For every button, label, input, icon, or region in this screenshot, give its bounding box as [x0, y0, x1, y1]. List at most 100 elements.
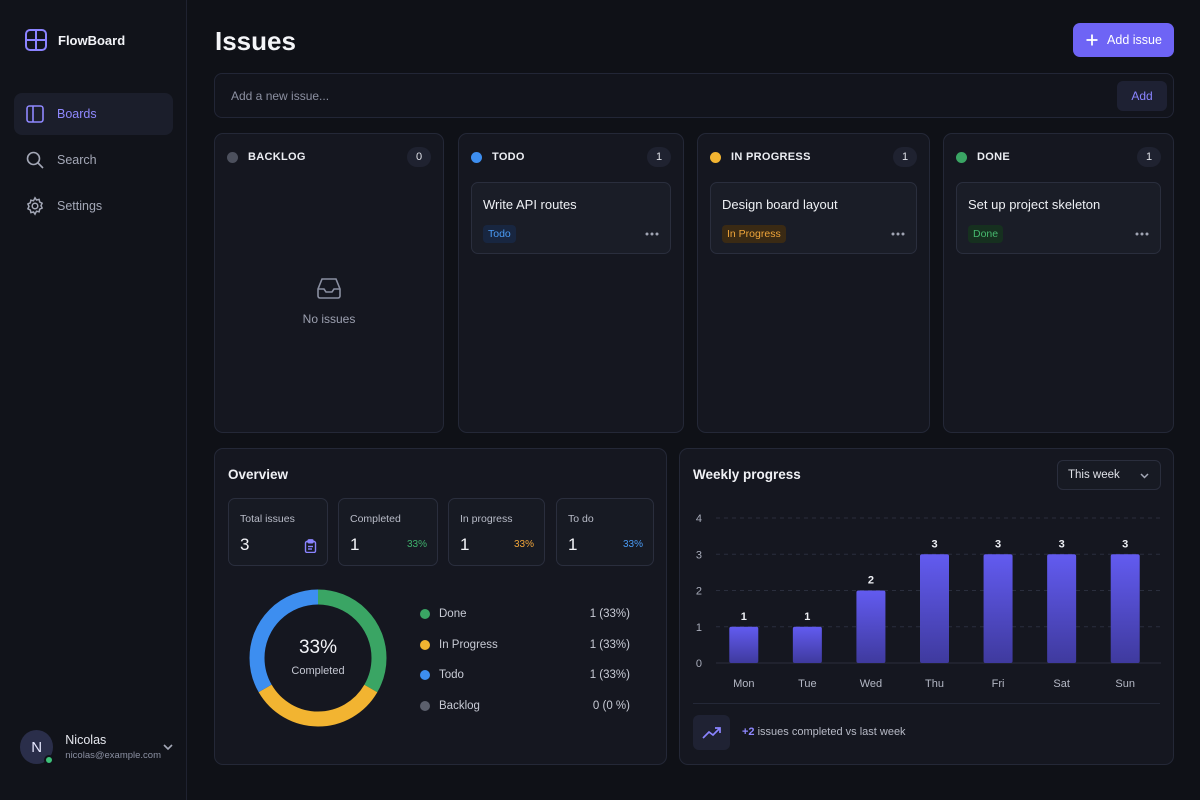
legend-item: Done 1 (33%) [420, 599, 630, 630]
legend-value: 1 (33%) [589, 638, 630, 651]
sidebar-nav: Boards Search Settings [14, 93, 173, 231]
legend-value: 0 (0 %) [592, 699, 630, 712]
legend-dot [420, 639, 430, 650]
bar-value-label: 3 [1122, 538, 1128, 550]
range-select[interactable]: This week [1057, 460, 1161, 490]
bar-fri[interactable] [983, 554, 1013, 663]
bar-thu[interactable] [920, 554, 949, 663]
weekly-progress-panel: Weekly progress This week 0 1 2 3 4 1 Mon 1 Tue… [679, 448, 1174, 765]
stat-value: 1 [350, 535, 360, 554]
issue-card[interactable]: Design board layout In Progress [710, 182, 917, 254]
y-tick-label: 3 [696, 549, 702, 561]
sidebar-item-boards[interactable]: Boards [14, 93, 173, 135]
sidebar-item-settings[interactable]: Settings [14, 185, 173, 227]
app-name: FlowBoard [58, 32, 126, 48]
bar-value-label: 1 [804, 611, 810, 623]
issue-title: Design board layout [722, 197, 838, 212]
stat-percent: 33% [406, 539, 427, 550]
avatar: N [20, 730, 55, 765]
column-header: BACKLOG 0 [227, 147, 431, 167]
bar-wed[interactable] [856, 590, 886, 664]
issue-card[interactable]: Set up project skeleton Done [956, 182, 1161, 254]
add-issue-label: Add issue [1107, 33, 1162, 47]
sidebar-item-label: Boards [57, 107, 97, 121]
legend-name: In Progress [439, 638, 498, 651]
user-email: nicolas@example.com [65, 750, 161, 761]
bar-sat[interactable] [1047, 554, 1077, 663]
bar-value-label: 1 [741, 611, 747, 623]
y-tick-label: 4 [696, 513, 702, 525]
column-header: TODO 1 [471, 147, 671, 167]
donut-segment-todo [249, 589, 387, 727]
sidebar-item-search[interactable]: Search [14, 139, 173, 181]
chevron-down-icon [1139, 470, 1150, 481]
sidebar-item-label: Settings [57, 199, 103, 213]
issue-title: Write API routes [483, 197, 577, 212]
status-badge: Todo [483, 225, 516, 243]
more-horizontal-icon[interactable] [1134, 227, 1150, 241]
x-tick-label: Sun [1115, 678, 1135, 690]
issue-card[interactable]: Write API routes Todo [471, 182, 671, 254]
brand[interactable]: FlowBoard [24, 28, 125, 52]
chevron-down-icon[interactable] [161, 740, 175, 754]
stat-total-issues: Total issues 3 [228, 498, 328, 566]
column-title: TODO [492, 151, 525, 163]
trend-up-icon [693, 715, 730, 750]
more-horizontal-icon[interactable] [890, 227, 906, 241]
add-button[interactable]: Add [1117, 80, 1167, 111]
plus-icon [1085, 33, 1099, 47]
empty-state: No issues [215, 276, 443, 326]
legend-dot [420, 700, 430, 711]
x-tick-label: Tue [798, 678, 817, 690]
x-tick-label: Thu [925, 678, 944, 690]
column-header: IN PROGRESS 1 [710, 147, 917, 167]
column-count: 1 [1137, 147, 1161, 167]
search-icon [25, 150, 45, 170]
column-todo: TODO 1 Write API routes Todo [458, 133, 684, 433]
legend-dot [420, 670, 430, 681]
sidebar: FlowBoard Boards Search [0, 0, 187, 800]
boards-icon [25, 104, 45, 124]
stat-label: In progress [460, 513, 513, 525]
new-issue-input[interactable] [231, 88, 1031, 103]
donut-percent: 33% [298, 637, 338, 658]
column-status-dot [710, 151, 721, 163]
legend-dot [420, 609, 430, 620]
bar-tue[interactable] [792, 626, 822, 663]
column-in-progress: IN PROGRESS 1 Design board layout In Pro… [697, 133, 930, 433]
weekly-summary-text: issues completed vs last week [757, 726, 906, 738]
stat-label: Completed [350, 513, 401, 525]
weekly-bar-chart: 0 1 2 3 4 1 Mon 1 Tue 2 Wed 3 Thu 3 Fri 3 Sat 3 Sun [696, 513, 1161, 690]
bar-sun[interactable] [1110, 554, 1140, 663]
divider [693, 703, 1160, 704]
more-horizontal-icon[interactable] [644, 227, 660, 241]
status-badge: Done [968, 225, 1004, 243]
y-tick-label: 1 [696, 622, 702, 634]
column-backlog: BACKLOG 0 No issues [214, 133, 444, 433]
sidebar-item-label: Search [57, 153, 97, 167]
bar-mon[interactable] [729, 626, 759, 663]
column-done: DONE 1 Set up project skeleton Done [943, 133, 1174, 433]
new-issue-bar: Add [214, 73, 1174, 118]
x-tick-label: Mon [733, 678, 754, 690]
x-tick-label: Fri [992, 678, 1005, 690]
legend-item: Backlog 0 (0 %) [420, 691, 630, 722]
flowboard-logo-icon [24, 28, 48, 52]
user-menu[interactable]: N Nicolas nicolas@example.com [20, 730, 175, 765]
add-issue-button[interactable]: Add issue [1073, 23, 1174, 57]
legend-item: In Progress 1 (33%) [420, 630, 630, 661]
column-title: DONE [977, 151, 1010, 163]
stat-value: 3 [240, 535, 250, 554]
x-tick-label: Sat [1053, 678, 1070, 690]
stat-label: Total issues [240, 513, 295, 525]
column-count: 1 [893, 147, 917, 167]
trending-up-icon [701, 726, 722, 740]
stat-to-do: To do 1 33% [556, 498, 654, 566]
column-header: DONE 1 [956, 147, 1161, 167]
column-count: 1 [647, 147, 671, 167]
empty-state-text: No issues [302, 312, 356, 326]
online-status-dot [44, 755, 55, 765]
page-title: Issues [215, 26, 296, 56]
issue-title: Set up project skeleton [968, 197, 1101, 212]
donut-legend: Done 1 (33%) In Progress 1 (33%) Todo 1 … [420, 599, 630, 721]
